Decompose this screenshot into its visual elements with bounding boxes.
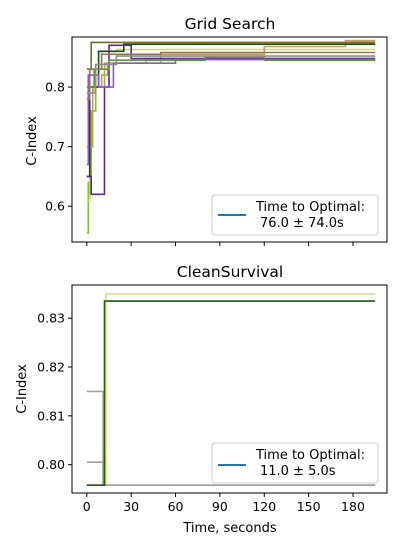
- series-line-6: [86, 58, 376, 166]
- legend-box: [211, 442, 379, 484]
- plot-area-frame: [71, 36, 388, 243]
- x-tick-label: 150: [297, 499, 321, 514]
- y-ticks: 0.80 0.81 0.82 0.83: [37, 311, 72, 472]
- series-line-3: [86, 43, 376, 178]
- x-tick-label: 180: [341, 499, 365, 514]
- series-line-8: [86, 51, 376, 100]
- x-ticks: 0 30 60 90 120 150 180: [83, 493, 365, 514]
- y-tick-label: 0.81: [37, 408, 65, 423]
- chart-title: Grid Search: [185, 15, 276, 33]
- y-tick-label: 0.7: [45, 139, 65, 154]
- subplot-cleansurvival: CleanSurvival C-Index Time, seconds 0.80…: [15, 263, 388, 536]
- subplot-grid-search: Grid Search C-Index 0.6 0.7 0.8 Time to Op…: [25, 15, 388, 246]
- y-ticks: 0.6 0.7 0.8: [45, 80, 72, 214]
- x-tick-label: 120: [252, 499, 276, 514]
- series-line-7: [86, 56, 376, 88]
- series-group: [86, 293, 376, 486]
- legend-label-line1: Time to Optimal:: [255, 200, 365, 215]
- y-axis-label: C-Index: [15, 364, 30, 414]
- x-ticks: [86, 242, 354, 246]
- y-tick-label: 0.80: [37, 457, 65, 472]
- chart-title: CleanSurvival: [177, 263, 283, 281]
- series-group: [86, 39, 376, 234]
- series-line-1: [86, 48, 376, 202]
- legend: Time to Optimal: 76.0 ± 74.0s: [211, 194, 379, 236]
- legend-label-line2: 11.0 ± 5.0s: [260, 464, 336, 479]
- legend-label-line2: 76.0 ± 74.0s: [260, 216, 344, 231]
- x-tick-label: 30: [123, 499, 139, 514]
- x-tick-label: 90: [212, 499, 228, 514]
- series-line-5: [86, 44, 376, 196]
- legend: Time to Optimal: 11.0 ± 5.0s: [211, 442, 379, 484]
- y-tick-label: 0.8: [45, 80, 65, 95]
- x-tick-label: 0: [83, 499, 91, 514]
- y-tick-label: 0.82: [37, 360, 65, 375]
- y-tick-label: 0.83: [37, 311, 65, 326]
- legend-label-line1: Time to Optimal:: [255, 448, 365, 463]
- series-line-3: [86, 300, 376, 486]
- y-tick-label: 0.6: [45, 199, 65, 214]
- x-axis-label: Time, seconds: [182, 521, 276, 536]
- legend-box: [211, 194, 379, 236]
- plot-area-frame: [71, 284, 388, 494]
- series-line-2: [86, 461, 376, 486]
- x-tick-label: 60: [168, 499, 184, 514]
- y-axis-label: C-Index: [25, 116, 40, 166]
- series-line-9: [86, 55, 376, 94]
